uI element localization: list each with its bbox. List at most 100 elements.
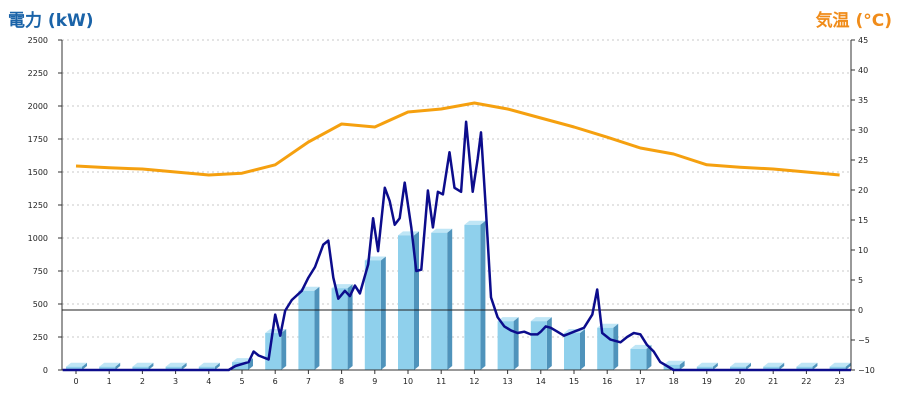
bar-front: [431, 232, 448, 370]
bar: [796, 362, 818, 370]
bar: [99, 362, 121, 370]
line-layer: [62, 101, 851, 372]
right-tick-label: 35: [858, 96, 868, 105]
left-tick-label: 2500: [28, 36, 48, 45]
bar: [132, 362, 154, 370]
bar: [331, 284, 353, 370]
bar-top: [796, 362, 818, 367]
x-tick-label: 7: [306, 377, 311, 386]
right-tick-label: 20: [858, 186, 868, 195]
bar-side: [347, 284, 353, 370]
bar-front: [265, 333, 282, 370]
left-tick-label: 1750: [28, 135, 48, 144]
x-tick-label: 5: [239, 377, 244, 386]
bar-front: [364, 260, 381, 370]
bar: [630, 344, 652, 370]
right-tick-label: 10: [858, 246, 868, 255]
left-tick-label: 0: [43, 366, 48, 375]
bar-front: [763, 366, 780, 370]
bar-front: [464, 224, 481, 370]
x-tick-label: 17: [635, 377, 645, 386]
x-tick-label: 18: [669, 377, 679, 386]
bar-side: [314, 286, 320, 370]
x-tick-label: 2: [140, 377, 145, 386]
bar-side: [812, 362, 818, 370]
right-tick-label: −5: [858, 336, 870, 345]
bar-side: [613, 323, 619, 370]
bar: [730, 362, 751, 370]
bar-front: [829, 366, 846, 370]
bar-front: [497, 321, 514, 370]
left-tick-label: 750: [33, 267, 48, 276]
bar-side: [447, 228, 453, 370]
x-tick-label: 23: [835, 377, 845, 386]
left-tick-label: 500: [33, 300, 48, 309]
bar-side: [181, 362, 187, 370]
bar-front: [730, 366, 746, 370]
x-tick-label: 0: [73, 377, 78, 386]
bar: [464, 220, 486, 370]
bar-side: [148, 362, 154, 370]
bar: [265, 329, 287, 370]
left-axis-title: 電力 (kW): [8, 11, 94, 31]
bar-front: [696, 366, 713, 370]
x-tick-label: 19: [702, 377, 712, 386]
bar: [497, 317, 519, 370]
bar-front: [331, 288, 348, 370]
bar-top: [165, 362, 187, 367]
bar-top: [763, 362, 785, 367]
bar: [431, 228, 453, 370]
x-tick-label: 6: [273, 377, 278, 386]
x-tick-label: 21: [768, 377, 778, 386]
bar-top: [331, 284, 353, 289]
bar-side: [580, 329, 585, 370]
right-tick-label: 30: [858, 126, 868, 135]
left-tick-label: 2000: [28, 102, 48, 111]
bar: [398, 231, 419, 370]
bar-top: [398, 231, 419, 236]
left-tick-label: 1500: [28, 168, 48, 177]
bar-side: [712, 362, 718, 370]
x-tick-label: 22: [801, 377, 811, 386]
bar-front: [298, 290, 315, 370]
bar-top: [132, 362, 154, 367]
bar-side: [746, 362, 751, 370]
bar-front: [165, 366, 182, 370]
bar-side: [82, 362, 87, 370]
bar-top: [66, 362, 87, 367]
bar-front: [198, 366, 215, 370]
bar: [597, 323, 619, 370]
bar-front: [132, 366, 149, 370]
power-line: [62, 120, 851, 372]
bar-front: [66, 366, 82, 370]
right-tick-label: 0: [858, 306, 863, 315]
bar-top: [497, 317, 519, 322]
bar-side: [248, 358, 253, 370]
bar-side: [845, 362, 851, 370]
bar-side: [480, 220, 486, 370]
bar-top: [630, 344, 652, 349]
bar-front: [796, 366, 813, 370]
x-tick-label: 11: [436, 377, 446, 386]
bar-top: [730, 362, 751, 367]
bar-top: [530, 317, 552, 322]
bar-front: [564, 333, 580, 370]
x-tick-label: 1: [107, 377, 112, 386]
x-tick-label: 14: [536, 377, 546, 386]
x-tick-label: 16: [602, 377, 612, 386]
bar-side: [115, 362, 121, 370]
right-tick-label: 40: [858, 66, 868, 75]
x-tick-label: 9: [372, 377, 377, 386]
bar: [198, 362, 220, 370]
bar-top: [99, 362, 121, 367]
right-tick-label: 45: [858, 36, 868, 45]
right-tick-label: −10: [858, 366, 875, 375]
right-tick-label: 5: [858, 276, 863, 285]
x-tick-label: 10: [403, 377, 413, 386]
bar: [763, 362, 785, 370]
x-tick-label: 12: [469, 377, 479, 386]
bar: [364, 256, 386, 370]
x-tick-label: 20: [735, 377, 745, 386]
bar-side: [380, 256, 386, 370]
